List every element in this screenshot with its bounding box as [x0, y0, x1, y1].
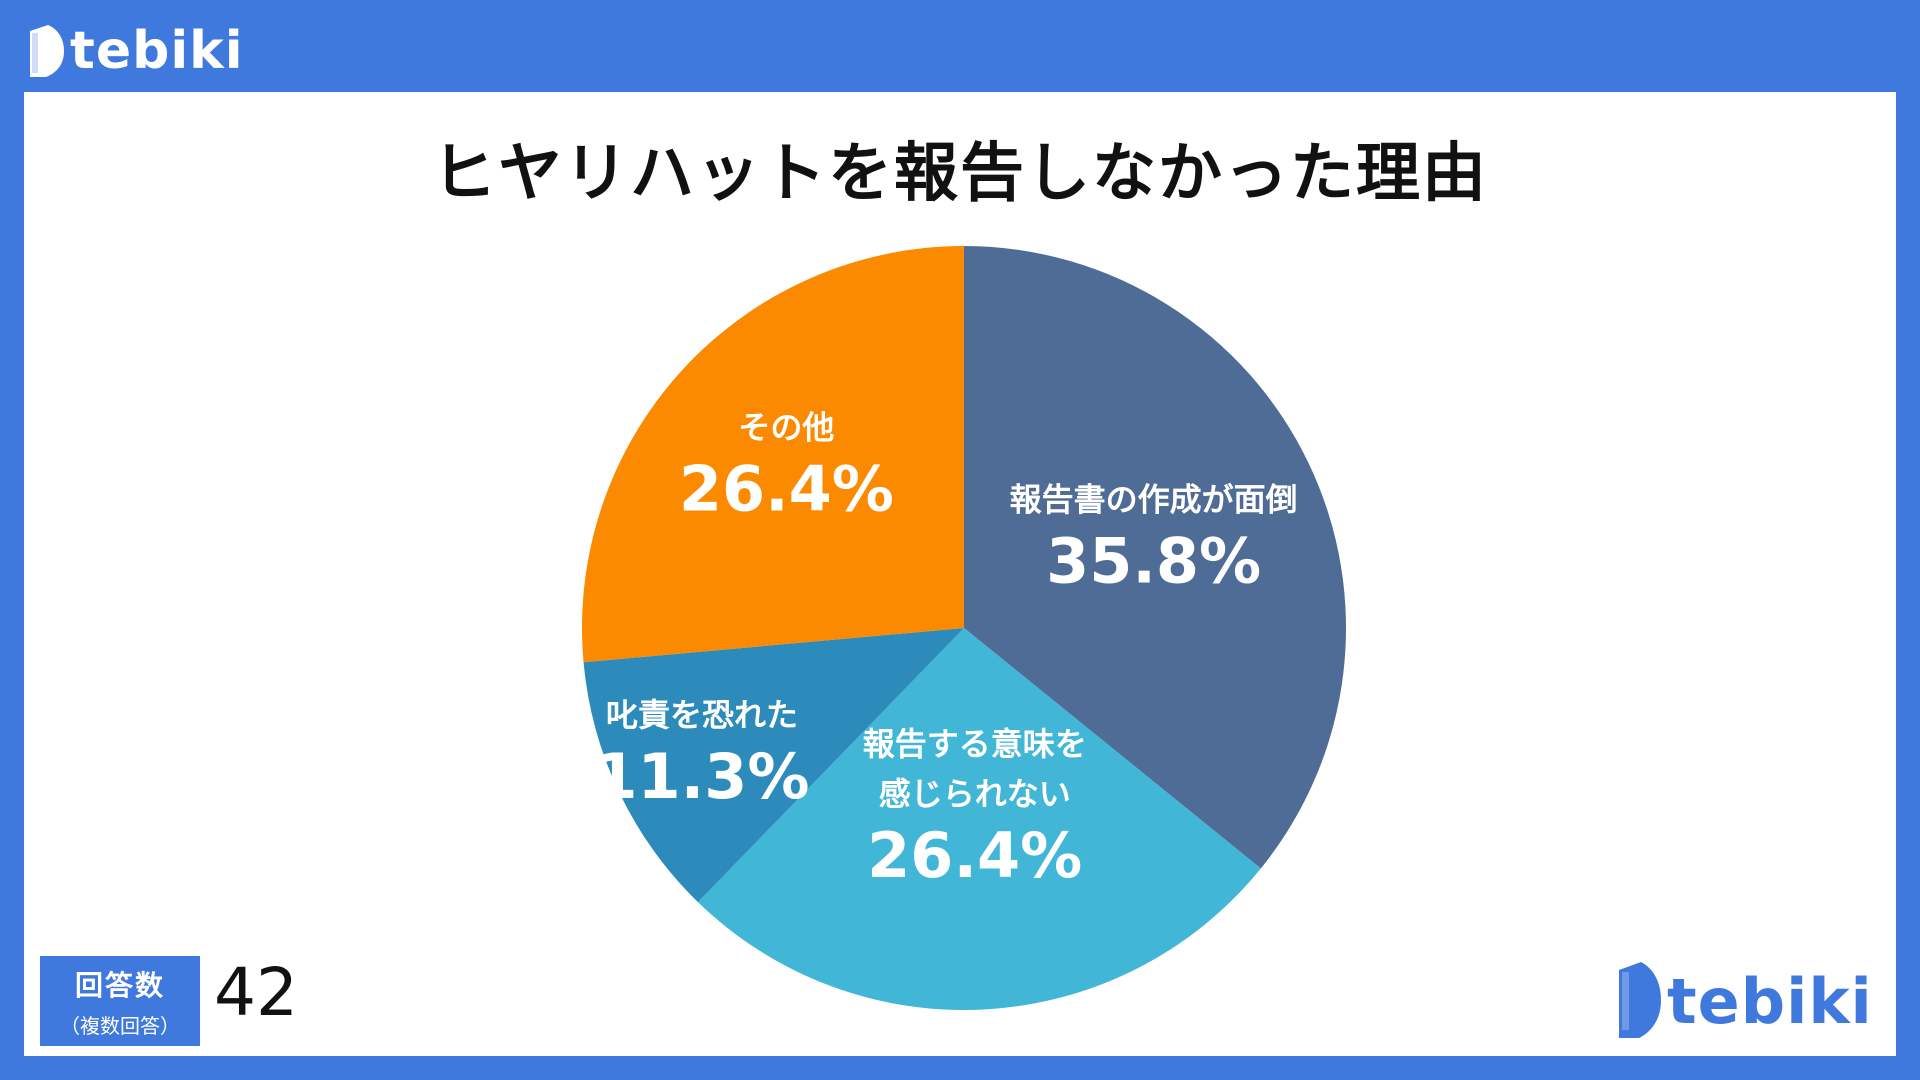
slice-category-label: その他	[738, 409, 834, 447]
brand-name: tebiki	[1667, 965, 1873, 1038]
respondent-count-note: （複数回答）	[60, 1014, 180, 1038]
slice-percent-label: 35.8%	[1046, 525, 1261, 598]
slice-category-label: 報告書の作成が面倒	[1010, 481, 1298, 519]
footer-logo: tebiki	[1619, 962, 1873, 1042]
respondent-count-value: 42	[214, 954, 298, 1031]
tebiki-logo-icon	[1619, 962, 1661, 1042]
tebiki-logo-icon	[30, 25, 64, 77]
chart-title: ヒヤリハットを報告しなかった理由	[432, 137, 1488, 211]
respondent-count-badge: 回答数 （複数回答）	[40, 956, 200, 1046]
pie-slice	[697, 628, 1261, 1010]
chart-panel: ヒヤリハットを報告しなかった理由 報告書の作成が面倒 35.8% 報告する意味を 感じ…	[24, 92, 1896, 1056]
pie-slice	[582, 246, 964, 663]
slice-category-label: 報告する意味を	[863, 725, 1087, 763]
slice-category-label: 叱責を恐れた	[606, 696, 798, 734]
slice-percent-label: 26.4%	[679, 453, 894, 526]
brand-name: tebiki	[70, 21, 244, 81]
pie-slice	[964, 246, 1347, 869]
respondent-count-label: 回答数	[74, 969, 165, 1002]
slice-percent-label: 26.4%	[867, 819, 1082, 892]
header-logo: tebiki	[30, 16, 244, 86]
pie-slice	[583, 628, 964, 903]
slice-percent-label: 11.3%	[594, 740, 809, 813]
slice-category-label: 感じられない	[879, 775, 1071, 813]
